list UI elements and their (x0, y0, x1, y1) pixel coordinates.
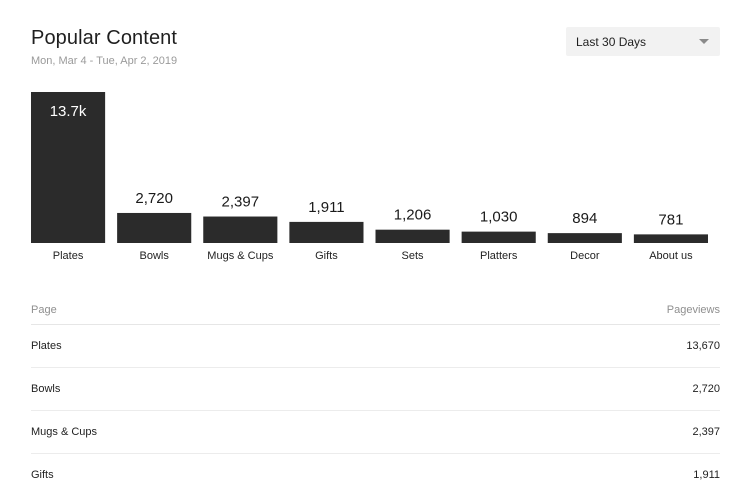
data-label-bowls: 2,720 (135, 190, 173, 207)
data-label-mugs-cups: 2,397 (222, 194, 260, 211)
bar-about-us[interactable] (633, 234, 708, 243)
row-pageviews: 1,911 (693, 469, 720, 481)
bar-bowls[interactable] (117, 212, 192, 243)
row-page: Bowls (31, 383, 61, 395)
category-label-sets: Sets (402, 250, 425, 262)
data-label-platters: 1,030 (480, 209, 518, 226)
table-row[interactable]: Mugs & Cups 2,397 (31, 411, 720, 454)
table-row[interactable]: Plates 13,670 (31, 325, 720, 368)
table-row[interactable]: Bowls 2,720 (31, 368, 720, 411)
row-pageviews: 2,720 (692, 383, 720, 395)
data-label-gifts: 1,911 (308, 199, 344, 216)
table-row[interactable]: Gifts 1,911 (31, 454, 720, 490)
column-header-pageviews: Pageviews (666, 304, 720, 316)
category-label-decor: Decor (570, 250, 600, 262)
category-label-gifts: Gifts (315, 250, 338, 262)
category-label-bowls: Bowls (140, 250, 170, 262)
bar-plates[interactable] (31, 92, 106, 243)
table-header: Page Pageviews (31, 297, 720, 325)
category-label-mugs-cups: Mugs & Cups (207, 250, 274, 262)
page-title: Popular Content (31, 27, 178, 49)
data-label-about-us: 781 (658, 211, 683, 228)
category-label-plates: Plates (53, 250, 84, 262)
column-header-page: Page (31, 304, 57, 316)
row-page: Gifts (31, 469, 54, 481)
pageviews-table: Page Pageviews Plates 13,670 Bowls 2,720… (31, 297, 720, 490)
data-label-sets: 1,206 (394, 207, 432, 224)
bar-decor[interactable] (547, 233, 622, 243)
data-label-plates: 13.7k (50, 103, 87, 120)
date-range-dropdown[interactable]: Last 30 Days (566, 27, 720, 56)
row-page: Plates (31, 340, 62, 352)
category-label-platters: Platters (480, 250, 518, 262)
date-range-text: Mon, Mar 4 - Tue, Apr 2, 2019 (31, 55, 178, 67)
date-range-selected: Last 30 Days (576, 35, 647, 49)
popular-content-bar-chart: 13.7k Plates 2,720 Bowls 2,397 Mugs & Cups 1,9… (31, 92, 708, 262)
data-label-decor: 894 (572, 210, 597, 227)
category-label-about-us: About us (649, 250, 693, 262)
bar-sets[interactable] (375, 229, 450, 243)
row-page: Mugs & Cups (31, 426, 98, 438)
chevron-down-icon (699, 39, 709, 44)
bar-platters[interactable] (461, 231, 536, 243)
row-pageviews: 2,397 (692, 426, 720, 438)
bar-gifts[interactable] (289, 221, 364, 243)
row-pageviews: 13,670 (686, 340, 720, 352)
bar-mugs-cups[interactable] (203, 216, 278, 243)
